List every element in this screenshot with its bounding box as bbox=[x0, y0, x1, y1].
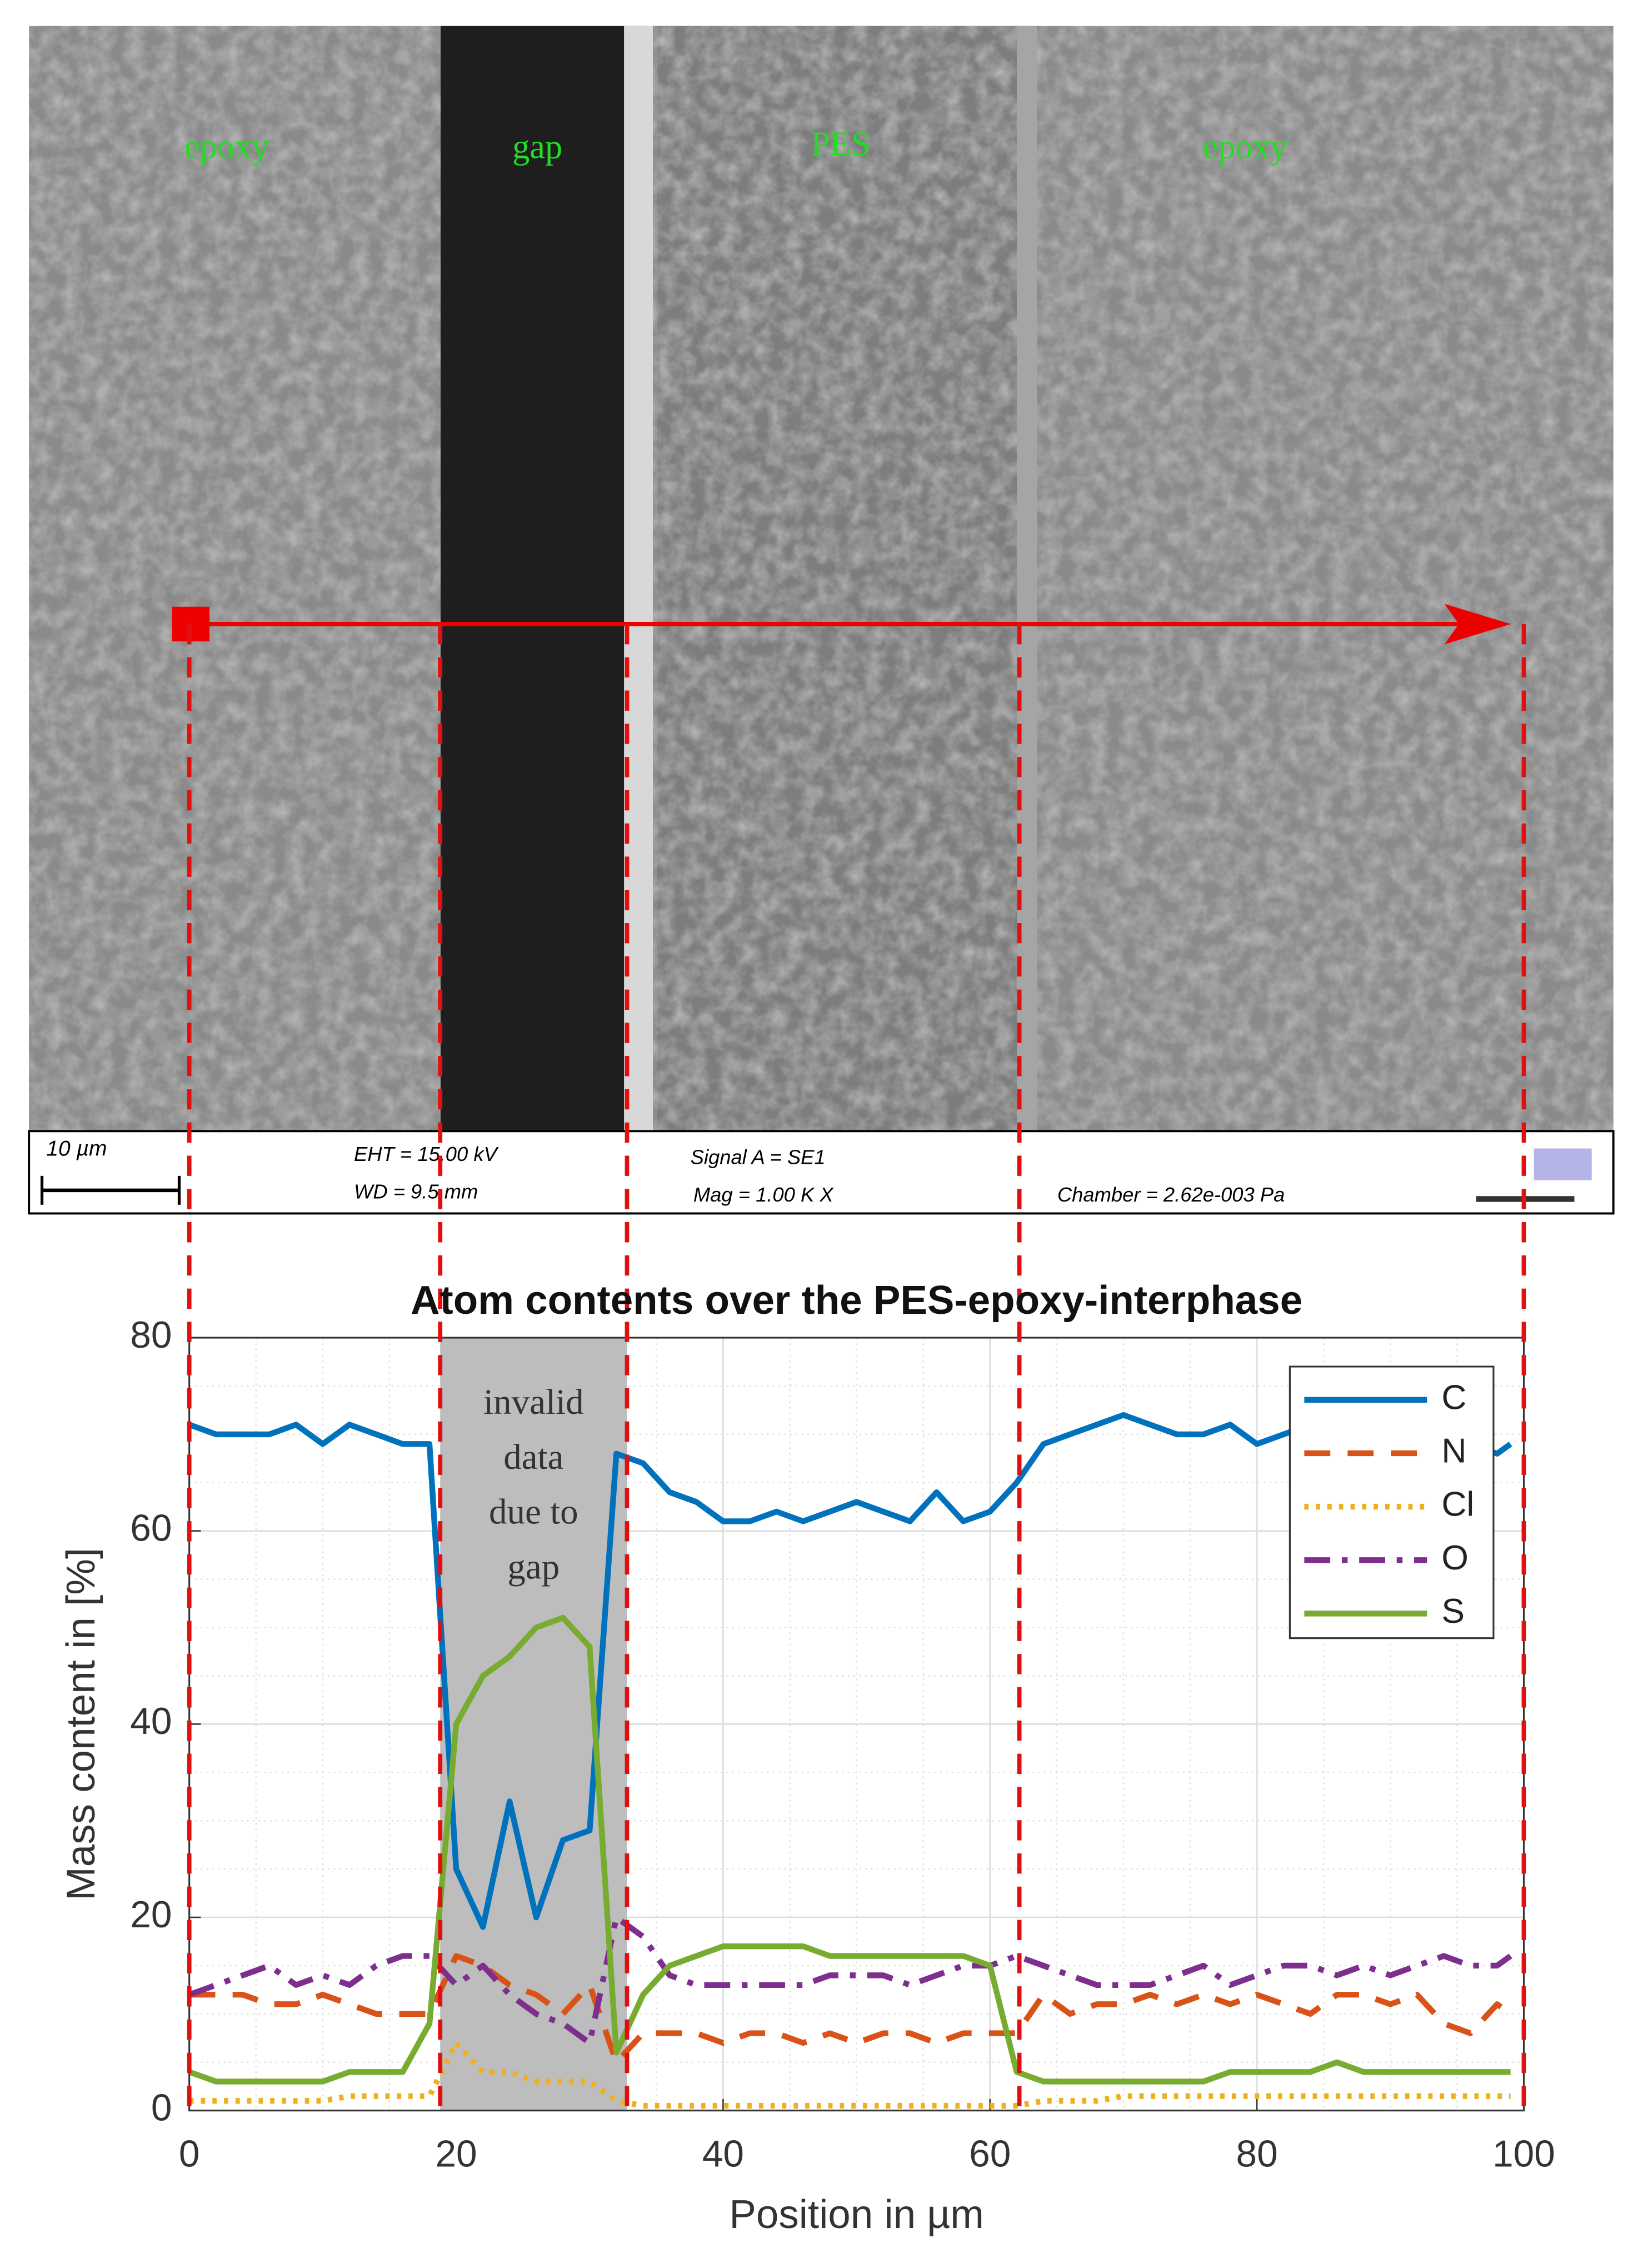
legend-box bbox=[1289, 1365, 1495, 1639]
info-bar bbox=[28, 1130, 1615, 1215]
gap-edge bbox=[624, 26, 653, 1131]
y-tick-label: 60 bbox=[130, 1508, 172, 1549]
sem-texture bbox=[29, 26, 1614, 1131]
y-tick-label: 40 bbox=[130, 1701, 172, 1742]
legend-label: C bbox=[1441, 1378, 1466, 1417]
sem-image: 10 µm EHT = 15.00 kV WD = 9.5 mm Signal … bbox=[28, 26, 1615, 1215]
scale-label: 10 µm bbox=[46, 1137, 107, 1160]
x-tick-label: 60 bbox=[969, 2134, 1011, 2175]
gap-region bbox=[440, 26, 628, 1131]
legend-label: Cl bbox=[1441, 1486, 1474, 1524]
annotation: data bbox=[503, 1437, 563, 1477]
annotation: invalid bbox=[483, 1382, 583, 1422]
annotation: gap bbox=[507, 1547, 560, 1587]
series-line bbox=[189, 2040, 1511, 2109]
x-tick-label: 0 bbox=[179, 2134, 200, 2175]
x-tick-label: 20 bbox=[435, 2134, 477, 2175]
series-line bbox=[188, 1614, 1511, 2085]
chart: 0 20 40 60 80 100 0 20 40 60 80 invalid data due to ga… bbox=[58, 624, 1555, 2237]
y-axis-label: Mass content in [%] bbox=[58, 1548, 103, 1901]
chart-title: Atom contents over the PES-epoxy-interph… bbox=[411, 1278, 1302, 1323]
info-text: WD = 9.5 mm bbox=[354, 1180, 478, 1203]
x-axis-label: Position in µm bbox=[729, 2192, 983, 2237]
info-text: Mag = 1.00 K X bbox=[693, 1183, 834, 1206]
region-label: PES bbox=[811, 124, 870, 163]
info-text: Signal A = SE1 bbox=[691, 1145, 826, 1168]
annotation: due to bbox=[489, 1492, 578, 1532]
info-text: Chamber = 2.62e-003 Pa bbox=[1057, 1183, 1285, 1206]
info-text: EHT = 15.00 kV bbox=[354, 1143, 500, 1165]
interface-edge bbox=[1017, 26, 1037, 1131]
region-label: epoxy bbox=[1203, 128, 1287, 166]
y-tick-label: 0 bbox=[151, 2087, 172, 2129]
region-label: gap bbox=[512, 128, 562, 166]
x-tick-label: 80 bbox=[1236, 2134, 1278, 2175]
legend-label: N bbox=[1441, 1432, 1466, 1470]
scan-arrow bbox=[1444, 604, 1511, 645]
x-tick-label: 40 bbox=[702, 2134, 744, 2175]
legend-label: S bbox=[1441, 1592, 1465, 1631]
region-label: epoxy bbox=[184, 128, 269, 166]
legend-label: O bbox=[1441, 1539, 1469, 1577]
y-tick-label: 20 bbox=[130, 1894, 172, 1936]
series-line bbox=[188, 1914, 1512, 2046]
y-tick-label: 80 bbox=[130, 1314, 172, 1356]
series-line bbox=[189, 1953, 1512, 2066]
x-tick-label: 100 bbox=[1492, 2134, 1555, 2175]
